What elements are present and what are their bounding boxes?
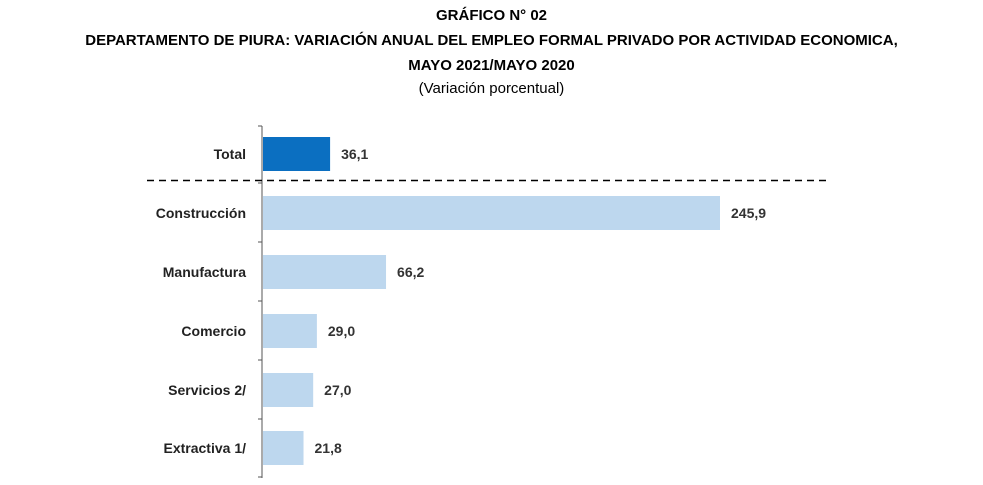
- category-label-1: Construcción: [156, 205, 246, 221]
- value-label-1: 245,9: [731, 205, 766, 221]
- chart-title: DEPARTAMENTO DE PIURA: VARIACIÓN ANUAL D…: [85, 32, 898, 49]
- bar-3: [263, 314, 317, 348]
- chart-period: MAYO 2021/MAYO 2020: [408, 57, 575, 74]
- bar-5: [263, 431, 304, 465]
- category-label-3: Comercio: [181, 323, 246, 339]
- category-label-2: Manufactura: [163, 264, 246, 280]
- chart-subtitle: (Variación porcentual): [418, 80, 565, 97]
- category-label-4: Servicios 2/: [168, 382, 246, 398]
- bar-4: [263, 373, 314, 407]
- category-label-5: Extractiva 1/: [164, 440, 247, 456]
- value-label-5: 21,8: [315, 440, 342, 456]
- value-label-2: 66,2: [397, 264, 424, 280]
- value-label-3: 29,0: [328, 323, 355, 339]
- bar-1: [263, 196, 720, 230]
- value-label-0: 36,1: [341, 146, 368, 162]
- chart-number: GRÁFICO N° 02: [435, 7, 547, 24]
- bar-2: [263, 255, 387, 289]
- value-label-4: 27,0: [324, 382, 351, 398]
- category-label-0: Total: [214, 146, 246, 162]
- bar-0: [263, 137, 331, 171]
